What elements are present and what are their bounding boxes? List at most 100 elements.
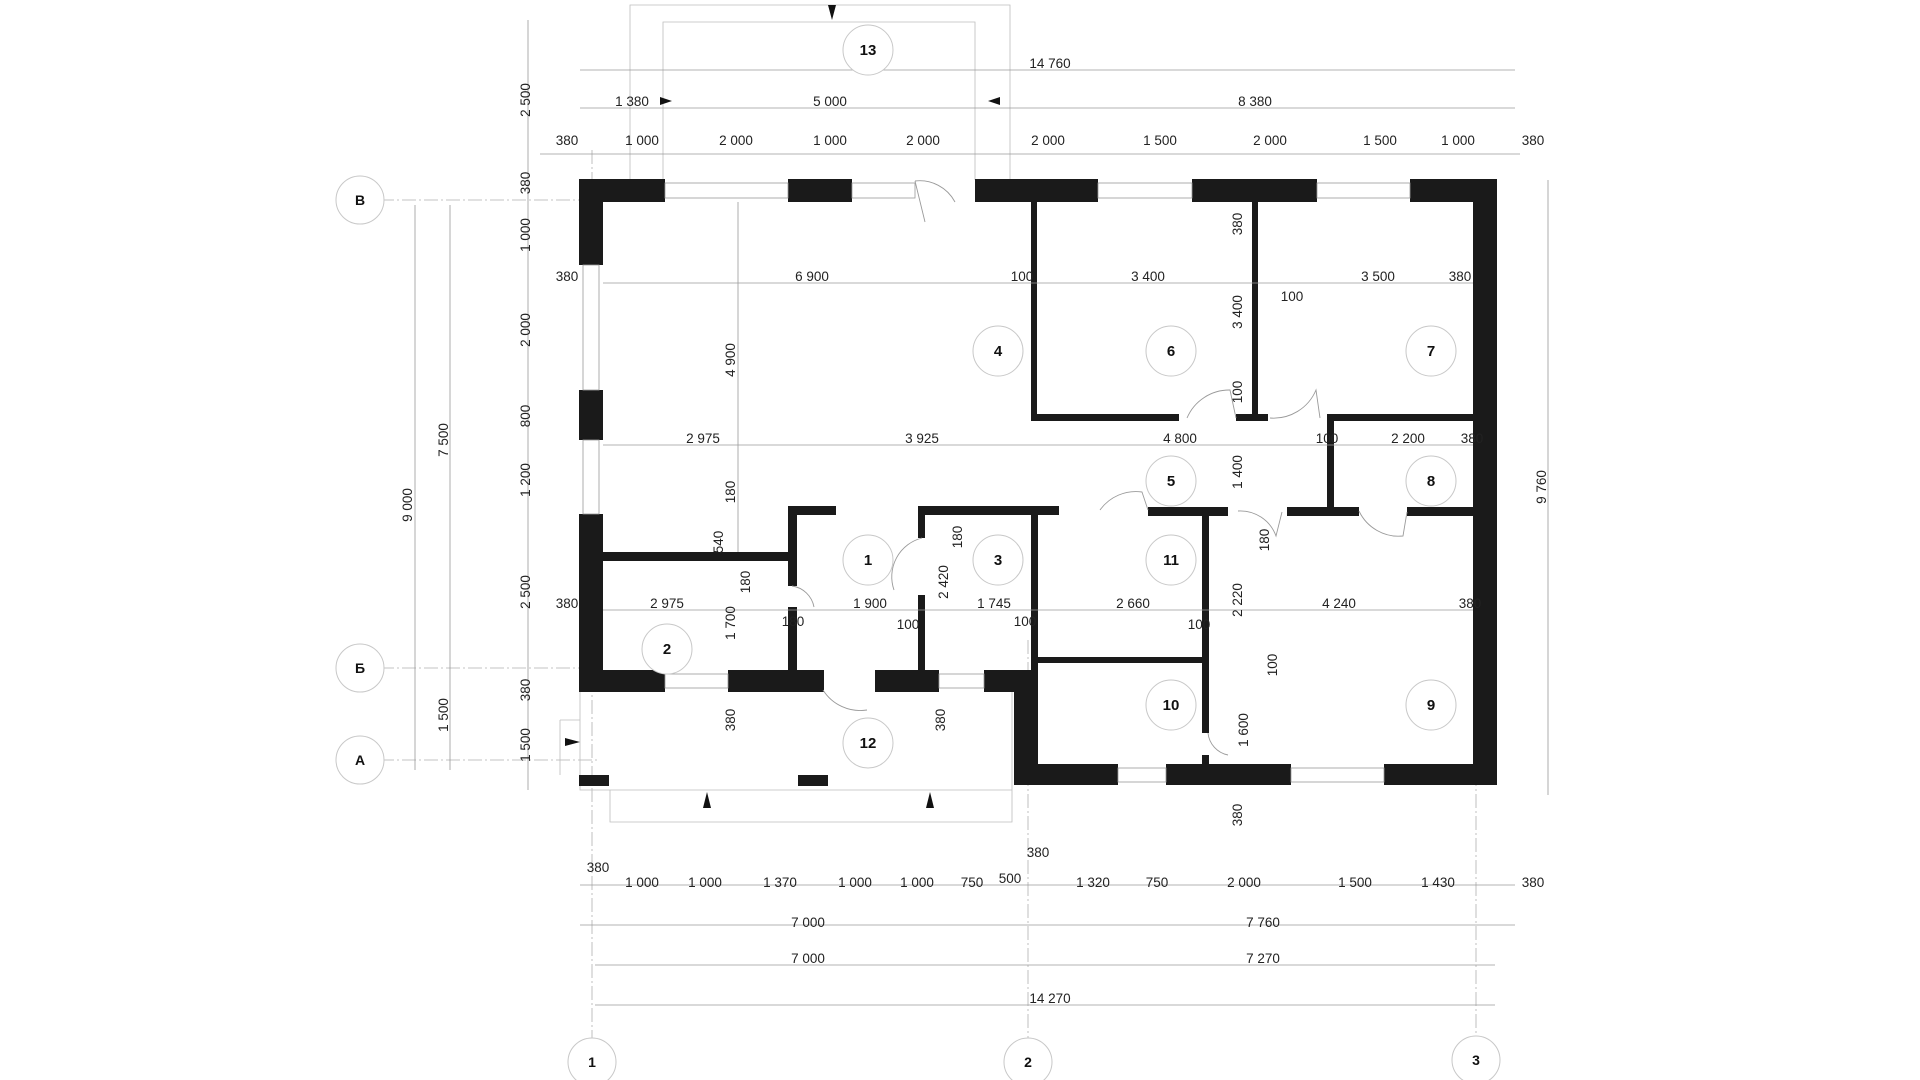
dim-bottom-chain-item: 380 [587,860,610,875]
dim-bottom-chain-item: 500 [999,871,1022,886]
axis-bubble-label: Б [355,660,365,676]
dim-top-chain-item: 2 000 [719,133,753,148]
room-marker-10: 10 [1163,697,1180,714]
room-marker-13: 13 [860,42,877,59]
dim-interior: 180 [950,526,965,549]
dim-left-chain-item: 1 000 [518,218,533,252]
dim-interior: 100 [1230,381,1245,404]
dim-interior: 1 700 [723,606,738,640]
dim-interior: 2 420 [936,565,951,599]
dim-bottom-chain-item: 1 370 [763,875,797,890]
dim-interior: 3 400 [1131,269,1165,284]
axis-bubbles: 1 2 3 В Б А [335,175,1501,1080]
dim-top-chain-item: 2 000 [1253,133,1287,148]
axis-bubble-label: 3 [1472,1052,1480,1068]
dim-interior: 540 [711,531,726,554]
walls [579,179,1497,786]
room-marker-9: 9 [1427,697,1435,714]
dim-interior: 1 600 [1236,713,1251,747]
dim-interior: 1 745 [977,596,1011,611]
dim-interior: 6 900 [795,269,829,284]
dim-interior: 380 [1459,596,1482,611]
dim-bottom-chain-item: 1 000 [838,875,872,890]
dim-interior: 380 [723,709,738,732]
grid-axes [380,150,1477,1040]
room-marker-2: 2 [663,641,671,658]
dim-interior: 4 800 [1163,431,1197,446]
dim-bottom-chain-item: 1 000 [900,875,934,890]
dim-interior: 380 [1449,269,1472,284]
dim-left-chain-item: 380 [518,679,533,702]
dim-interior: 100 [1188,617,1211,632]
dim-interior: 180 [782,614,805,629]
dim-left-1500: 1 500 [436,698,451,732]
dim-interior: 180 [738,571,753,594]
dim-top-left: 1 380 [615,94,649,109]
dim-interior: 3 500 [1361,269,1395,284]
room-markers: 1 2 3 4 5 6 7 8 9 10 11 12 13 [641,24,1457,769]
dim-interior: 100 [1281,289,1304,304]
room-marker-1: 1 [864,552,872,569]
dim-interior: 100 [1011,269,1034,284]
room-marker-4: 4 [994,343,1003,360]
dim-left-chain-item: 380 [556,269,579,284]
dim-bottom-chain-item: 2 000 [1227,875,1261,890]
dim-interior: 3 400 [1230,295,1245,329]
dim-interior: 2 975 [650,596,684,611]
dim-interior: 2 220 [1230,583,1245,617]
axis-bubble-label: В [355,192,365,208]
dim-left-7500: 7 500 [436,423,451,457]
dim-top-chain-item: 380 [1522,133,1545,148]
dim-bottom-chain-item: 1 000 [688,875,722,890]
dim-top-chain-item: 2 000 [906,133,940,148]
dim-left-chain-item: 1 500 [518,728,533,762]
dim-interior: 180 [1257,529,1272,552]
dim-bottom-chain-item: 1 430 [1421,875,1455,890]
dim-interior: 1 900 [853,596,887,611]
dim-interior: 380 [1230,804,1245,827]
dimension-lines [414,20,1549,1006]
dim-left-chain-item: 800 [518,405,533,428]
dim-top-chain-item: 380 [556,133,579,148]
dim-left-chain-item: 2 500 [518,575,533,609]
dim-interior: 380 [933,709,948,732]
axis-bubble-label: А [355,752,365,768]
dim-interior: 4 240 [1322,596,1356,611]
room-marker-5: 5 [1167,473,1175,490]
dim-right-9760: 9 760 [1534,470,1549,504]
dim-bottom-chain-item: 750 [1146,875,1169,890]
entry-arrows [565,5,1000,808]
dim-left-chain-item: 2 500 [518,83,533,117]
dim-interior: 100 [1265,654,1280,677]
dim-bottom-pair2-left: 7 000 [791,951,825,966]
dim-interior: 100 [1014,614,1037,629]
dim-left-chain-item: 380 [518,172,533,195]
dim-left-chain-item: 1 200 [518,463,533,497]
dim-overall-bottom: 14 270 [1029,991,1070,1006]
dim-overall-top: 14 760 [1029,56,1070,71]
room-marker-3: 3 [994,552,1002,569]
axis-bubble-label: 2 [1024,1054,1032,1070]
dim-interior: 100 [1316,431,1339,446]
dim-interior: 380 [1461,431,1484,446]
dim-top-chain-item: 2 000 [1031,133,1065,148]
dim-interior: 380 [1230,213,1245,236]
dim-bottom-pair2-right: 7 270 [1246,951,1280,966]
dim-top-entry: 5 000 [813,94,847,109]
dim-top-chain-item: 1 000 [625,133,659,148]
room-marker-12: 12 [860,735,877,752]
dim-interior: 100 [897,617,920,632]
dim-bottom-pair1-left: 7 000 [791,915,825,930]
axis-bubble-label: 1 [588,1054,596,1070]
dim-bottom-380: 380 [1027,845,1050,860]
dim-bottom-chain-item: 1 500 [1338,875,1372,890]
dim-interior: 2 200 [1391,431,1425,446]
dim-top-chain-item: 1 500 [1363,133,1397,148]
porch-outlines [559,4,1013,823]
dim-top-chain-item: 1 500 [1143,133,1177,148]
dim-interior: 1 400 [1230,455,1245,489]
dim-interior: 2 975 [686,431,720,446]
room-marker-8: 8 [1427,473,1435,490]
dim-bottom-chain-item: 750 [961,875,984,890]
